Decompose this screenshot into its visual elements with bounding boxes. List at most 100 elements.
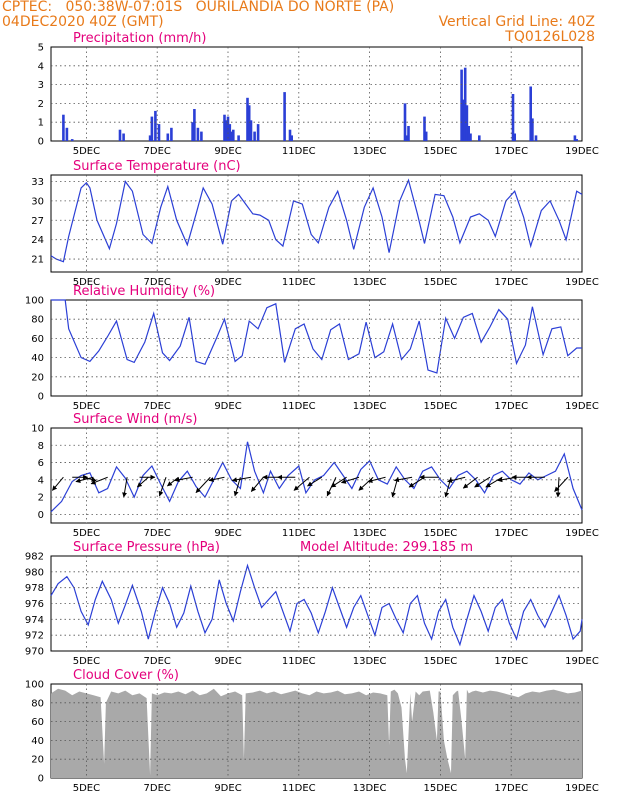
panel-humidity: 0 20 40 60 80 100 5DEC 7DEC 9DEC 11DEC 13DEC 15DEC 1… <box>25 284 599 412</box>
x-tick-label: 7DEC <box>144 401 171 412</box>
x-tick-label: 7DEC <box>144 277 171 288</box>
wind-vector-arrow <box>394 476 413 483</box>
x-tick-label: 9DEC <box>214 656 241 667</box>
panel-precip: 0 1 2 3 4 5 5DEC 7DEC 9DEC 11DEC 13DEC 15DEC 17DEC 19… <box>38 31 599 157</box>
x-tick-label: 19DEC <box>565 783 599 794</box>
precip-bar <box>531 118 534 141</box>
precip-bar <box>534 135 538 141</box>
x-tick-label: 19DEC <box>565 528 599 539</box>
precip-bar <box>290 135 293 141</box>
panel-title: Surface Temperature (nC) <box>73 159 241 174</box>
precip-bar <box>150 116 154 141</box>
panel-title: Cloud Cover (%) <box>73 668 179 683</box>
y-tick-label: 970 <box>25 647 44 658</box>
wind-vector-arrow <box>195 476 211 493</box>
x-tick-label: 9DEC <box>214 528 241 539</box>
x-tick-label: 17DEC <box>494 401 528 412</box>
wind-vector-arrow <box>462 476 478 489</box>
y-tick-label: 10 <box>31 424 44 435</box>
x-tick-label: 15DEC <box>424 146 458 157</box>
y-tick-label: 976 <box>25 599 44 610</box>
precip-bar <box>237 135 240 141</box>
wind-vector-arrow <box>250 476 264 492</box>
precip-bar <box>465 105 469 141</box>
x-tick-label: 17DEC <box>494 277 528 288</box>
x-tick-label: 13DEC <box>353 146 387 157</box>
y-tick-label: 6 <box>38 458 44 469</box>
y-tick-label: 8 <box>38 441 44 452</box>
precip-bar <box>223 114 226 141</box>
wind-vector-arrow <box>174 476 193 483</box>
x-tick-label: 19DEC <box>565 277 599 288</box>
x-tick-label: 13DEC <box>353 783 387 794</box>
precip-bar <box>193 109 196 141</box>
x-tick-label: 15DEC <box>424 401 458 412</box>
x-tick-label: 15DEC <box>424 783 458 794</box>
temperature-line <box>50 178 583 263</box>
y-tick-label: 980 <box>25 567 44 578</box>
y-tick-label: 27 <box>31 216 44 227</box>
precip-bar <box>573 135 577 141</box>
precip-bar <box>423 116 426 141</box>
y-tick-label: 0 <box>38 510 44 521</box>
precip-bar <box>232 129 235 141</box>
y-tick-label: 2 <box>38 99 44 110</box>
wind-vector-arrow <box>358 476 374 491</box>
x-tick-label: 7DEC <box>144 528 171 539</box>
y-tick-label: 982 <box>25 552 44 563</box>
y-tick-label: 4 <box>38 475 44 486</box>
pressure-line <box>50 563 583 647</box>
panel-frame <box>50 299 583 397</box>
x-tick-label: 11DEC <box>282 146 316 157</box>
panel-wind: 0 2 4 6 8 10 5DEC 7DEC 9DEC 11DEC 13DEC 15DEC 17DEC 1… <box>31 412 599 539</box>
x-tick-label: 17DEC <box>494 528 528 539</box>
y-tick-label: 60 <box>31 334 44 345</box>
header-model-id: TQ0126L028 <box>505 29 595 45</box>
precip-bar <box>462 99 465 141</box>
panel-title: Surface Wind (m/s) <box>73 412 197 427</box>
x-tick-label: 19DEC <box>565 401 599 412</box>
precip-bar <box>467 126 470 141</box>
x-tick-label: 17DEC <box>494 146 528 157</box>
wind-vector-arrow <box>208 476 225 483</box>
x-tick-label: 13DEC <box>353 277 387 288</box>
precip-bar <box>200 131 203 141</box>
wind-vector-arrow <box>90 476 108 485</box>
precip-bar <box>118 129 122 141</box>
x-tick-label: 13DEC <box>353 401 387 412</box>
precip-bar <box>157 124 161 141</box>
x-tick-label: 5DEC <box>73 783 100 794</box>
panel-title: Precipitation (mm/h) <box>73 31 206 46</box>
precip-bar <box>256 124 260 141</box>
model-altitude-label: Model Altitude: 299.185 m <box>300 540 473 555</box>
precip-bar <box>170 127 173 141</box>
precip-bar <box>122 133 125 141</box>
precip-bar <box>469 133 472 141</box>
panel-frame <box>50 427 583 524</box>
cloud-area <box>51 688 582 778</box>
precip-bar <box>65 127 69 141</box>
precip-bar <box>191 122 194 141</box>
x-tick-label: 13DEC <box>353 656 387 667</box>
panel-title: Relative Humidity (%) <box>73 284 215 299</box>
precip-bar <box>228 124 232 141</box>
y-tick-label: 40 <box>31 736 44 747</box>
precip-bar <box>529 86 532 141</box>
precip-bar <box>403 103 407 141</box>
precip-bar <box>513 133 516 141</box>
x-tick-label: 11DEC <box>282 277 316 288</box>
header-grid-note: Vertical Grid Line: 40Z <box>438 14 595 30</box>
precip-bar <box>253 131 256 141</box>
x-tick-label: 5DEC <box>73 401 100 412</box>
y-tick-label: 4 <box>38 61 44 72</box>
y-tick-label: 80 <box>31 698 44 709</box>
precip-bar <box>283 92 286 141</box>
panel-frame <box>50 174 583 273</box>
x-tick-label: 7DEC <box>144 783 171 794</box>
precip-bar <box>288 129 292 141</box>
y-tick-label: 974 <box>25 615 44 626</box>
panel-frame <box>50 46 583 142</box>
y-tick-label: 100 <box>25 680 44 691</box>
x-tick-label: 7DEC <box>144 656 171 667</box>
